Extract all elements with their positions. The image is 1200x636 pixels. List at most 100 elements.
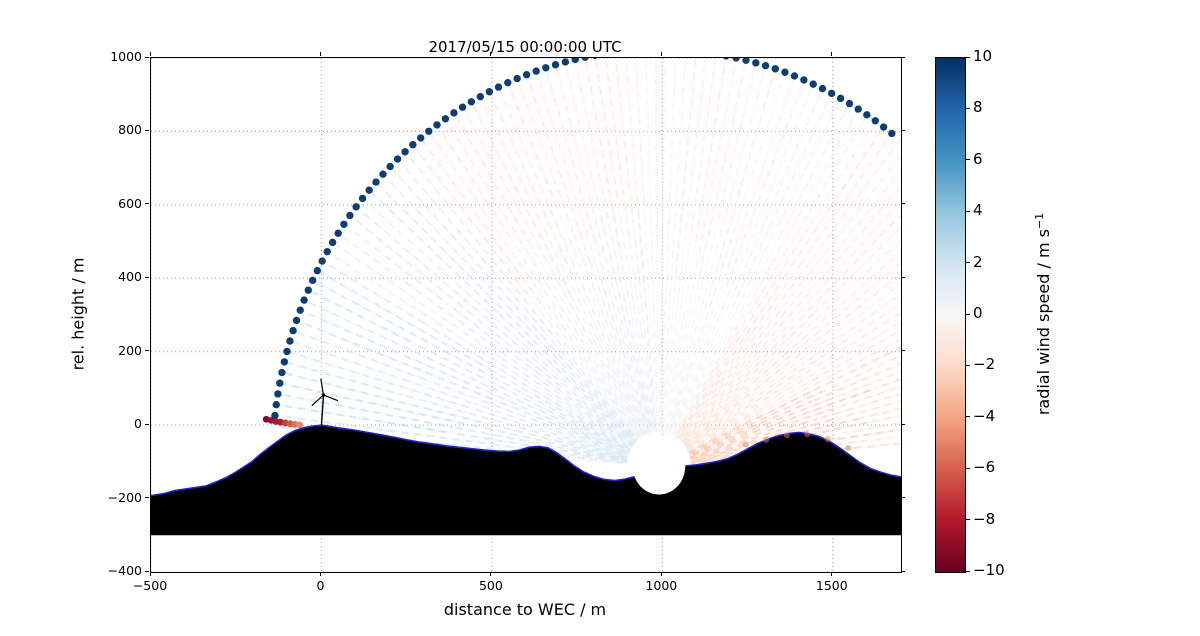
scan-beam-fill — [573, 278, 646, 436]
scan-beam — [368, 189, 498, 313]
scan-beam — [726, 75, 796, 270]
colorbar-tick-label: −4 — [973, 406, 996, 425]
scan-beam-fill — [493, 443, 627, 464]
scan-beam-fill — [531, 259, 643, 438]
scan-beam — [843, 238, 901, 294]
y-tick-mark-right — [901, 276, 905, 278]
scan-beam — [709, 68, 777, 291]
scan-beam — [676, 227, 809, 438]
scan-beam-fill — [733, 88, 824, 292]
scan-beam — [489, 423, 628, 460]
scan-beam-fill — [716, 62, 757, 221]
scan-beam — [533, 284, 641, 439]
scan-beam — [343, 223, 447, 304]
scan-beam-fill — [684, 335, 832, 448]
scan-beam — [274, 414, 494, 446]
scan-beam-fill — [396, 158, 548, 336]
colorbar-gradient — [936, 58, 965, 572]
scan-beam — [547, 264, 644, 437]
scan-beam — [604, 58, 628, 220]
scan-beam — [382, 173, 507, 306]
scan-beam-fill — [832, 385, 901, 411]
scan-beam — [688, 390, 824, 454]
scan-beam-fill — [572, 233, 649, 435]
scan-beam — [794, 212, 901, 326]
scan-beam-fill — [732, 92, 833, 307]
scan-beam-fill — [830, 282, 901, 338]
scan-beam-fill — [286, 350, 472, 410]
scan-arc-dot — [752, 59, 760, 67]
scan-beam-fill — [496, 311, 636, 444]
scan-beam-fill — [827, 320, 901, 367]
scan-beam-fill — [799, 132, 893, 265]
scan-beam — [664, 276, 696, 433]
y-axis-label: rel. height / m — [68, 257, 88, 371]
scan-beam — [493, 443, 627, 464]
scan-beam-fill — [596, 267, 650, 434]
y-tick-mark-right — [901, 497, 905, 499]
scan-beam — [496, 311, 636, 444]
scan-beam — [678, 255, 816, 440]
scan-beam-fill — [662, 58, 667, 208]
scan-beam — [683, 335, 807, 445]
scan-beam-fill — [785, 114, 868, 253]
scan-beam-fill — [512, 242, 642, 439]
scan-beam — [698, 60, 748, 276]
scan-beam-fill — [611, 286, 652, 433]
scan-arc-dot — [551, 61, 560, 69]
scan-beam — [693, 58, 738, 277]
scan-beam-fill — [478, 386, 630, 455]
y-tick-label: 800 — [118, 122, 142, 138]
scan-beam-fill — [726, 75, 796, 270]
scan-beam — [506, 82, 559, 209]
scan-beam — [680, 319, 794, 443]
scan-beam — [584, 58, 623, 257]
x-tick-mark — [831, 572, 833, 576]
scan-beam — [596, 267, 650, 434]
scan-beam-fill — [564, 61, 601, 212]
scan-beam-fill — [571, 261, 647, 435]
colorbar-tick-mark — [966, 262, 970, 264]
scan-beam — [682, 292, 845, 445]
scan-beam — [478, 386, 630, 455]
x-axis-label: distance to WEC / m — [443, 600, 607, 619]
scan-beam — [474, 402, 629, 457]
scan-beam — [684, 335, 832, 448]
colorbar-tick-mark — [966, 107, 970, 109]
y-tick-mark-right — [901, 203, 905, 205]
scan-arc-dot — [308, 276, 317, 285]
scan-arc-dot — [401, 148, 409, 156]
scan-beam — [673, 235, 774, 436]
scan-beam — [680, 285, 816, 442]
scan-beam — [675, 250, 787, 438]
scan-beam-fill — [677, 263, 802, 440]
scan-beam-fill — [686, 364, 830, 451]
scan-beam-fill — [470, 101, 572, 295]
scan-beam-fill — [414, 342, 631, 453]
scan-beam-fill — [814, 185, 901, 287]
scan-beam — [480, 363, 631, 451]
scan-beam — [474, 332, 633, 448]
scan-arc-dot — [800, 76, 808, 84]
scan-beam-fill — [489, 423, 628, 460]
scan-beam-fill — [688, 396, 835, 456]
scan-beam — [279, 382, 470, 426]
scan-beam-fill — [375, 181, 494, 301]
scan-beam-fill — [624, 58, 638, 194]
scan-beam — [619, 255, 654, 433]
scan-beam — [331, 241, 502, 359]
ground-hit-dot — [742, 441, 749, 448]
scan-beam-fill — [686, 320, 888, 450]
colorbar-tick-mark — [966, 519, 970, 521]
scan-beam — [854, 442, 901, 449]
scan-arc-dot — [433, 121, 441, 129]
colorbar-tick-mark — [966, 364, 970, 366]
scan-arc-dot — [592, 58, 598, 59]
scan-beam — [689, 58, 717, 237]
scan-beam — [785, 114, 868, 253]
scan-beam — [620, 286, 654, 433]
scan-beam-fill — [862, 407, 901, 419]
scan-beam — [467, 302, 635, 446]
scan-beam — [694, 58, 727, 244]
